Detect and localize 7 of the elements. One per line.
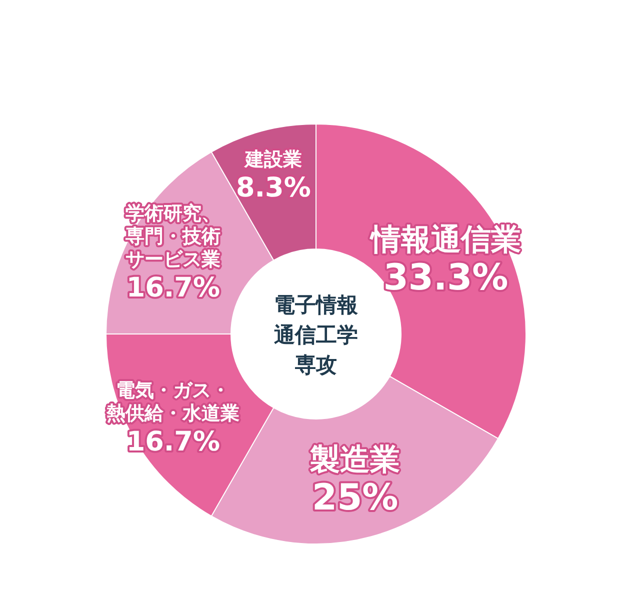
data-label: 33.3% — [383, 257, 508, 298]
slice-label: 製造業 — [309, 442, 400, 478]
text: 電子情報通信工学専攻 — [273, 293, 358, 377]
data-label: 8.3% — [236, 172, 311, 204]
data-label: 16.7% — [126, 272, 220, 304]
slice-label: 建設業 — [242, 148, 302, 171]
data-label: 25% — [312, 477, 398, 518]
